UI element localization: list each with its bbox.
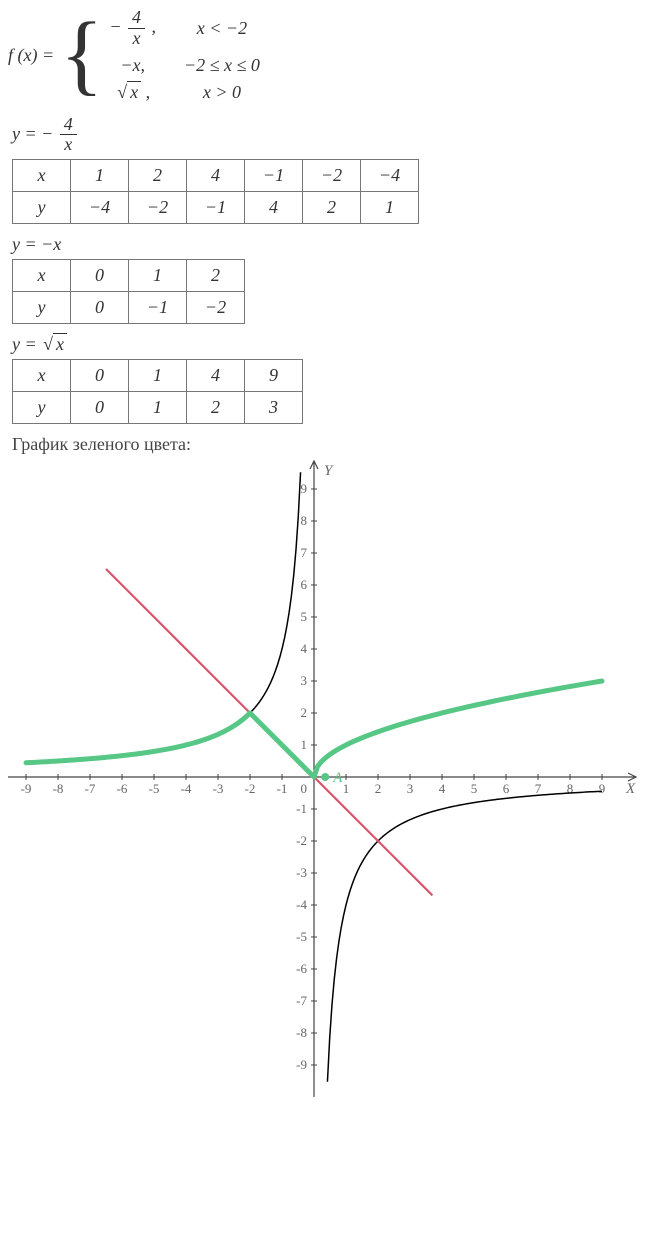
equation-2: y = −x bbox=[12, 234, 640, 255]
x-tick-label: -1 bbox=[277, 781, 288, 796]
table-cell: −2 bbox=[303, 160, 361, 192]
table-cell: 1 bbox=[361, 192, 419, 224]
x-tick-label: -5 bbox=[149, 781, 160, 796]
table-head-x: x bbox=[13, 360, 71, 392]
piecewise-expr: − 4x , bbox=[109, 8, 156, 49]
table-cell: 0 bbox=[71, 260, 129, 292]
y-tick-label: -2 bbox=[296, 833, 307, 848]
table-cell: 1 bbox=[129, 360, 187, 392]
table-head-y: y bbox=[13, 292, 71, 324]
table-cell: 2 bbox=[303, 192, 361, 224]
table-cell: 4 bbox=[245, 192, 303, 224]
x-tick-label: 7 bbox=[535, 781, 542, 796]
table-cell: 2 bbox=[187, 392, 245, 424]
x-tick-label: 1 bbox=[343, 781, 350, 796]
piecewise-expr: x , bbox=[109, 82, 156, 103]
y-tick-label: -8 bbox=[296, 1025, 307, 1040]
x-tick-label: 6 bbox=[503, 781, 510, 796]
y-tick-label: -7 bbox=[296, 993, 307, 1008]
graph-label: График зеленого цвета: bbox=[12, 434, 640, 455]
x-tick-label: 5 bbox=[471, 781, 478, 796]
x-tick-label: -6 bbox=[117, 781, 128, 796]
chart: Y X -9 -8 -7 -6 -5 -4 -3 -2 -1 1 2 3 4 5 6 7 8 9 -9 -8 -7 -6 -5 -… bbox=[8, 457, 640, 1097]
chart-svg: Y X -9 -8 -7 -6 -5 -4 -3 -2 -1 1 2 3 4 5 6 7 8 9 -9 -8 -7 -6 -5 -… bbox=[8, 457, 640, 1097]
table-3: x0149 y0123 bbox=[12, 359, 303, 424]
table-cell: 2 bbox=[129, 160, 187, 192]
table-head-x: x bbox=[13, 160, 71, 192]
y-tick-label: 8 bbox=[301, 513, 308, 528]
table-cell: 4 bbox=[187, 160, 245, 192]
point-a bbox=[321, 773, 329, 781]
y-tick-label: -1 bbox=[296, 801, 307, 816]
table-cell: −4 bbox=[71, 192, 129, 224]
table-cell: 0 bbox=[71, 360, 129, 392]
table-cell: −1 bbox=[129, 292, 187, 324]
y-tick-label: 3 bbox=[301, 673, 308, 688]
table-2: x012 y0−1−2 bbox=[12, 259, 245, 324]
table-head-y: y bbox=[13, 192, 71, 224]
table-cell: 9 bbox=[245, 360, 303, 392]
piecewise-brace: { bbox=[60, 10, 103, 100]
piecewise-cond: x > 0 bbox=[184, 82, 260, 103]
table-cell: 0 bbox=[71, 292, 129, 324]
x-tick-label: -3 bbox=[213, 781, 224, 796]
table-head-y: y bbox=[13, 392, 71, 424]
x-tick-label: -4 bbox=[181, 781, 192, 796]
x-tick-label: 2 bbox=[375, 781, 382, 796]
equation-1: y = − 4x bbox=[12, 115, 640, 156]
y-tick-label: -6 bbox=[296, 961, 307, 976]
piecewise-cond: −2 ≤ x ≤ 0 bbox=[184, 55, 260, 76]
piecewise-cases: − 4x , x < −2 −x, −2 ≤ x ≤ 0 x , x > 0 bbox=[109, 8, 260, 103]
table-1: x124−1−2−4y−4−2−1421 bbox=[12, 159, 419, 224]
y-tick-label: -3 bbox=[296, 865, 307, 880]
x-tick-label: 3 bbox=[407, 781, 414, 796]
y-tick-label: 5 bbox=[301, 609, 308, 624]
table-cell: 2 bbox=[187, 260, 245, 292]
hyperbola-positive-branch bbox=[327, 791, 602, 1082]
x-tick-label: -9 bbox=[21, 781, 32, 796]
y-tick-label: 6 bbox=[301, 577, 308, 592]
table-cell: 1 bbox=[71, 160, 129, 192]
table-cell: 4 bbox=[187, 360, 245, 392]
equation-3: y = x bbox=[12, 334, 640, 355]
x-axis-label: X bbox=[625, 781, 636, 797]
point-a-label: A bbox=[332, 770, 343, 786]
piecewise-expr: −x, bbox=[109, 55, 156, 76]
table-cell: 1 bbox=[129, 392, 187, 424]
piecewise-cond: x < −2 bbox=[184, 18, 260, 39]
y-axis-label: Y bbox=[324, 463, 334, 479]
origin-label: 0 bbox=[301, 781, 308, 796]
table-cell: 3 bbox=[245, 392, 303, 424]
piecewise-definition: f (x) = { − 4x , x < −2 −x, −2 ≤ x ≤ 0 x , x … bbox=[8, 8, 640, 103]
x-tick-label: 4 bbox=[439, 781, 446, 796]
y-tick-label: 1 bbox=[301, 737, 308, 752]
y-tick-label: 9 bbox=[301, 481, 308, 496]
x-tick-label: -2 bbox=[245, 781, 256, 796]
y-tick-label: -9 bbox=[296, 1057, 307, 1072]
x-tick-label: -7 bbox=[85, 781, 96, 796]
table-cell: 0 bbox=[71, 392, 129, 424]
y-tick-label: 4 bbox=[301, 641, 308, 656]
x-tick-label: -8 bbox=[53, 781, 64, 796]
table-cell: −4 bbox=[361, 160, 419, 192]
table-cell: −2 bbox=[187, 292, 245, 324]
piecewise-lhs: f (x) = bbox=[8, 45, 60, 66]
table-cell: 1 bbox=[129, 260, 187, 292]
table-cell: −1 bbox=[187, 192, 245, 224]
x-tick-label: 9 bbox=[599, 781, 606, 796]
table-cell: −1 bbox=[245, 160, 303, 192]
table-head-x: x bbox=[13, 260, 71, 292]
y-tick-label: 2 bbox=[301, 705, 308, 720]
table-cell: −2 bbox=[129, 192, 187, 224]
y-tick-label: 7 bbox=[301, 545, 308, 560]
y-tick-label: -4 bbox=[296, 897, 307, 912]
y-tick-label: -5 bbox=[296, 929, 307, 944]
